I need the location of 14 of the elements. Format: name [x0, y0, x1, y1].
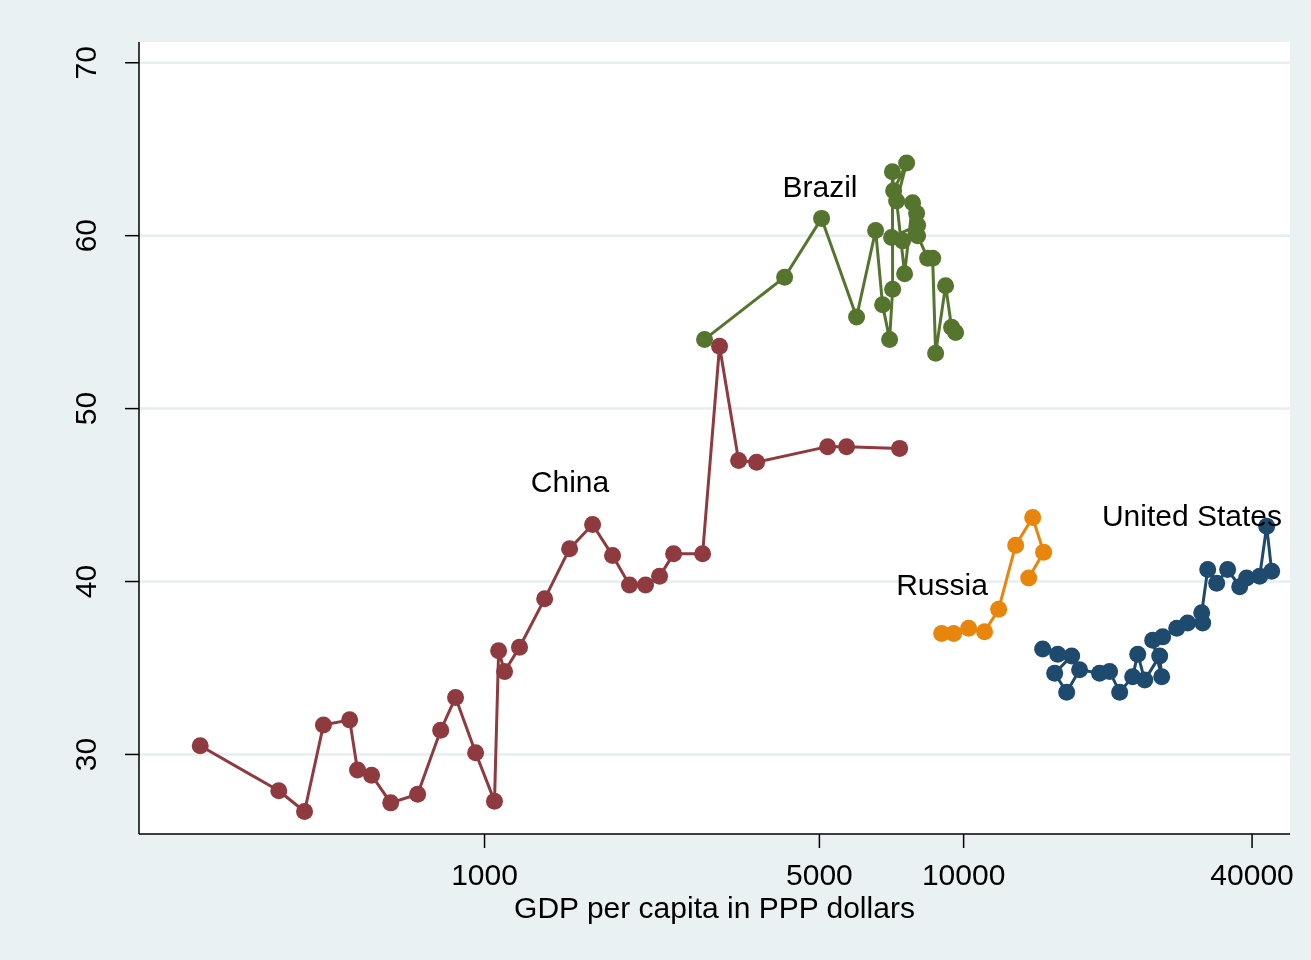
- x-tick-label: 10000: [921, 857, 1006, 891]
- series-label: Russia: [896, 567, 989, 601]
- y-tick-label: 60: [68, 218, 102, 253]
- x-tick-label: 5000: [786, 857, 853, 891]
- y-tick-label: 40: [68, 564, 102, 599]
- y-tick-label: 70: [68, 46, 102, 80]
- y-tick-label: 30: [68, 737, 102, 772]
- series-label: United States: [1101, 498, 1283, 532]
- x-axis-title: GDP per capita in PPP dollars: [514, 890, 915, 924]
- series-label: Brazil: [782, 169, 858, 203]
- y-tick-label: 50: [68, 391, 102, 426]
- x-tick-label: 1000: [451, 857, 518, 891]
- series-label: China: [530, 464, 610, 498]
- x-tick-label: 40000: [1210, 857, 1294, 891]
